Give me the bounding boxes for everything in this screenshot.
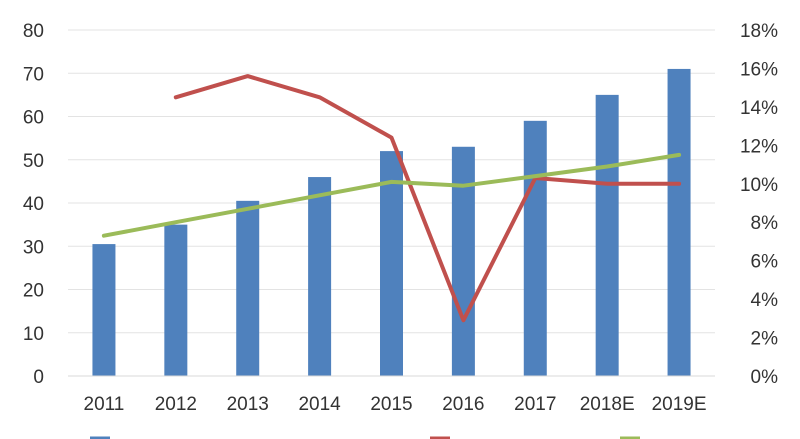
left-tick-label: 30 [23,237,44,258]
left-axis-ticks: 0 10 20 30 40 50 60 70 80 [23,21,44,388]
bar [451,146,475,376]
x-tick-label: 2017 [514,394,556,415]
right-tick-label: 18% [740,21,778,42]
x-tick-label: 2011 [84,394,125,415]
right-tick-label: 10% [740,175,778,196]
right-axis-ticks: 0% 2% 4% 6% 8% 10% 12% 14% 16% 18% [740,21,778,388]
left-tick-label: 60 [23,108,44,129]
bar [595,94,619,376]
right-tick-label: 4% [751,290,779,311]
left-tick-label: 0 [33,367,44,388]
x-tick-label: 2019E [652,394,707,415]
left-tick-label: 40 [23,194,44,215]
right-tick-label: 16% [740,59,778,80]
bar [92,244,116,376]
bar [523,120,547,376]
x-tick-label: 2012 [155,394,197,415]
right-tick-label: 12% [740,136,778,157]
left-tick-label: 10 [23,324,44,345]
x-tick-label: 2016 [442,394,484,415]
bar [667,68,691,377]
series-line [173,74,682,323]
bar [380,151,403,376]
x-tick-label: 2014 [298,394,341,415]
right-tick-label: 14% [740,98,778,119]
series-line [101,152,682,238]
right-tick-label: 2% [751,329,779,350]
bar [164,224,188,376]
bar-series [92,68,691,377]
bar [308,177,332,376]
x-tick-label: 2013 [227,394,269,415]
line-series [101,74,682,323]
bar [236,200,260,376]
left-tick-label: 20 [23,281,44,302]
left-tick-label: 70 [23,64,44,85]
right-tick-label: 6% [751,252,779,273]
x-tick-label: 2018E [580,394,635,415]
right-tick-label: 0% [751,367,779,388]
right-tick-label: 8% [751,213,779,234]
x-tick-label: 2015 [370,394,412,415]
left-tick-label: 80 [23,21,44,42]
left-tick-label: 50 [23,151,44,172]
x-axis-ticks: 2011 2012 2013 2014 2015 2016 2017 2018E 2019E [84,394,707,415]
